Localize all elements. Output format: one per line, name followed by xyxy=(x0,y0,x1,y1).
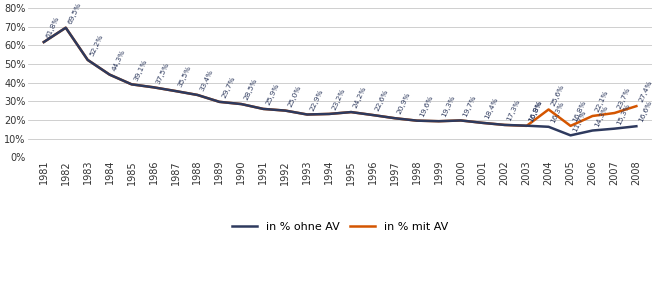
in % ohne AV xyxy=(478,121,486,125)
in % mit AV xyxy=(106,73,114,76)
in % mit AV xyxy=(238,102,246,106)
in % mit AV xyxy=(325,112,333,116)
in % ohne AV xyxy=(215,100,223,103)
Text: 25,0%: 25,0% xyxy=(286,84,302,108)
Text: 24,2%: 24,2% xyxy=(352,86,368,109)
in % ohne AV xyxy=(413,119,421,122)
in % ohne AV xyxy=(40,40,48,44)
Text: 37,5%: 37,5% xyxy=(155,61,170,85)
in % ohne AV xyxy=(325,112,333,116)
in % ohne AV xyxy=(435,119,443,123)
in % mit AV xyxy=(391,116,399,120)
in % ohne AV xyxy=(259,107,267,111)
in % ohne AV xyxy=(369,113,377,117)
in % mit AV xyxy=(40,40,48,44)
in % mit AV xyxy=(84,58,92,62)
in % ohne AV xyxy=(544,125,552,129)
Text: 39,1%: 39,1% xyxy=(133,58,148,81)
Line: in % ohne AV: in % ohne AV xyxy=(44,28,636,135)
Line: in % mit AV: in % mit AV xyxy=(44,28,636,126)
in % mit AV xyxy=(369,113,377,117)
in % ohne AV xyxy=(193,93,201,97)
Text: 19,6%: 19,6% xyxy=(418,94,434,118)
in % mit AV xyxy=(501,123,509,127)
in % mit AV xyxy=(127,83,135,86)
in % ohne AV xyxy=(347,110,355,114)
Text: 20,9%: 20,9% xyxy=(397,92,412,115)
Text: 25,9%: 25,9% xyxy=(265,82,280,106)
in % ohne AV xyxy=(391,116,399,120)
in % ohne AV xyxy=(106,73,114,76)
Text: 11,7%: 11,7% xyxy=(572,109,587,133)
Text: 16,8%: 16,8% xyxy=(528,99,543,123)
in % ohne AV xyxy=(62,26,70,29)
in % mit AV xyxy=(347,110,355,114)
in % ohne AV xyxy=(303,113,311,116)
in % mit AV xyxy=(544,108,552,111)
in % mit AV xyxy=(193,93,201,97)
in % ohne AV xyxy=(172,89,180,93)
Text: 19,7%: 19,7% xyxy=(462,94,478,118)
in % mit AV xyxy=(589,114,597,118)
Text: 23,7%: 23,7% xyxy=(616,86,631,110)
Text: 16,9%: 16,9% xyxy=(528,99,543,123)
Text: 33,4%: 33,4% xyxy=(199,69,214,92)
in % mit AV xyxy=(62,26,70,29)
Text: 16,8%: 16,8% xyxy=(572,99,587,123)
Text: 35,5%: 35,5% xyxy=(177,65,192,88)
in % mit AV xyxy=(303,113,311,116)
Text: 25,6%: 25,6% xyxy=(550,83,565,107)
Text: 27,4%: 27,4% xyxy=(638,80,653,103)
in % ohne AV xyxy=(281,109,289,112)
Text: 16,3%: 16,3% xyxy=(550,100,565,124)
Text: 28,5%: 28,5% xyxy=(243,77,258,101)
in % mit AV xyxy=(150,86,158,89)
Text: 18,4%: 18,4% xyxy=(484,97,500,120)
Text: 44,3%: 44,3% xyxy=(111,48,126,72)
in % mit AV xyxy=(413,119,421,122)
in % mit AV xyxy=(259,107,267,111)
Text: 14,3%: 14,3% xyxy=(594,104,609,128)
Text: 15,3%: 15,3% xyxy=(616,102,631,126)
Text: 61,8%: 61,8% xyxy=(45,16,61,39)
in % mit AV xyxy=(566,124,574,128)
Text: 22,9%: 22,9% xyxy=(309,88,324,112)
Text: 23,2%: 23,2% xyxy=(331,88,346,111)
in % ohne AV xyxy=(566,134,574,137)
in % mit AV xyxy=(610,111,618,115)
in % mit AV xyxy=(281,109,289,112)
in % mit AV xyxy=(523,124,531,128)
in % ohne AV xyxy=(127,83,135,86)
in % ohne AV xyxy=(610,127,618,130)
Text: 19,3%: 19,3% xyxy=(440,95,455,118)
in % ohne AV xyxy=(457,119,465,122)
in % mit AV xyxy=(435,119,443,123)
in % ohne AV xyxy=(589,129,597,132)
in % mit AV xyxy=(215,100,223,103)
in % ohne AV xyxy=(523,124,531,127)
in % ohne AV xyxy=(238,102,246,106)
in % mit AV xyxy=(457,119,465,122)
Text: 52,2%: 52,2% xyxy=(89,34,104,57)
Text: 69,5%: 69,5% xyxy=(67,1,82,25)
in % mit AV xyxy=(478,121,486,125)
Text: 29,7%: 29,7% xyxy=(221,75,236,99)
Legend: in % ohne AV, in % mit AV: in % ohne AV, in % mit AV xyxy=(230,219,450,234)
in % ohne AV xyxy=(84,58,92,62)
in % mit AV xyxy=(172,89,180,93)
Text: 16,6%: 16,6% xyxy=(638,100,653,123)
in % ohne AV xyxy=(501,123,509,127)
in % mit AV xyxy=(632,104,640,108)
Text: 22,6%: 22,6% xyxy=(374,88,389,112)
in % ohne AV xyxy=(150,86,158,89)
Text: 17,3%: 17,3% xyxy=(506,99,521,122)
in % ohne AV xyxy=(632,125,640,128)
Text: 22,1%: 22,1% xyxy=(594,89,609,113)
